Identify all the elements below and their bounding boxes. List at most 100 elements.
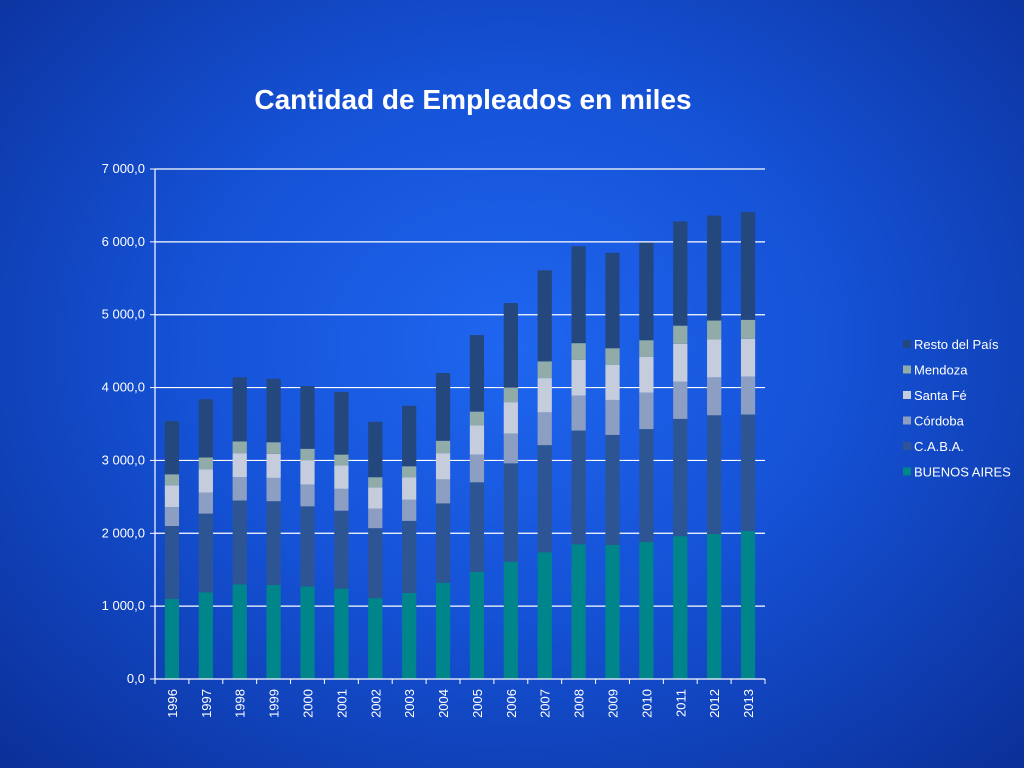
bar-segment-buenos-aires bbox=[537, 552, 552, 679]
bar-segment-cordoba bbox=[673, 381, 688, 419]
bars bbox=[164, 211, 756, 679]
x-tick-label: 2011 bbox=[673, 689, 688, 717]
bar-segment-c-a-b-a bbox=[334, 510, 349, 589]
bar-segment-buenos-aires bbox=[639, 542, 654, 679]
legend-swatch-buenos-aires bbox=[903, 467, 911, 476]
bar-segment-c-a-b-a bbox=[435, 503, 451, 583]
y-tick-label: 1 000,0 bbox=[102, 598, 145, 613]
bar-segment-cordoba bbox=[402, 499, 417, 521]
bar-segment-mendoza bbox=[266, 442, 281, 454]
bar-segment-santa-fe bbox=[605, 364, 620, 400]
bar-segment-c-a-b-a bbox=[707, 415, 722, 535]
bar-segment-cordoba bbox=[232, 477, 247, 501]
bar-segment-resto-del-pais bbox=[707, 215, 722, 321]
bar-segment-cordoba bbox=[300, 484, 315, 507]
y-tick-label: 3 000,0 bbox=[102, 452, 145, 467]
legend-swatch-resto-del-pais bbox=[903, 340, 911, 348]
bar-segment-mendoza bbox=[469, 411, 485, 426]
bar-segment-santa-fe bbox=[503, 402, 518, 434]
legend-label-resto-del-pais: Resto del País bbox=[914, 337, 999, 352]
bar-segment-c-a-b-a bbox=[673, 418, 688, 537]
bar-segment-buenos-aires bbox=[673, 536, 688, 679]
x-tick-label: 2006 bbox=[504, 689, 519, 718]
bar-segment-buenos-aires bbox=[740, 531, 756, 679]
bar-segment-santa-fe bbox=[164, 485, 180, 508]
bar-segment-santa-fe bbox=[300, 460, 315, 485]
bar-segment-mendoza bbox=[707, 320, 722, 340]
bar-segment-mendoza bbox=[198, 457, 213, 470]
bar-segment-buenos-aires bbox=[266, 585, 281, 679]
bar-segment-santa-fe bbox=[232, 453, 247, 478]
bar-segment-mendoza bbox=[740, 319, 756, 339]
bar-segment-resto-del-pais bbox=[164, 421, 180, 475]
bar-segment-cordoba bbox=[639, 392, 654, 430]
x-tick-label: 2009 bbox=[606, 689, 621, 718]
legend-swatch-santa-fe bbox=[903, 391, 911, 399]
bar-segment-cordoba bbox=[740, 376, 756, 415]
bar-segment-mendoza bbox=[368, 477, 383, 488]
bar-segment-c-a-b-a bbox=[571, 430, 586, 545]
bar-segment-santa-fe bbox=[571, 359, 586, 396]
legend-swatch-mendoza bbox=[903, 365, 911, 374]
bar-segment-mendoza bbox=[164, 474, 180, 486]
legend-label-mendoza: Mendoza bbox=[914, 363, 968, 378]
bar-segment-buenos-aires bbox=[435, 582, 451, 679]
bar-segment-c-a-b-a bbox=[266, 501, 281, 586]
x-tick-label: 2000 bbox=[301, 689, 316, 718]
bar-segment-c-a-b-a bbox=[402, 520, 417, 594]
bar-segment-resto-del-pais bbox=[469, 335, 485, 412]
bar-segment-santa-fe bbox=[707, 339, 722, 378]
chart-title: Cantidad de Empleados en miles bbox=[254, 84, 692, 115]
x-tick-label: 2007 bbox=[538, 689, 553, 718]
bar-segment-resto-del-pais bbox=[300, 386, 315, 449]
bar-segment-resto-del-pais bbox=[639, 242, 654, 341]
bar-segment-buenos-aires bbox=[164, 598, 180, 679]
legend: Resto del País Mendoza Santa Fé Córdoba C.A.… bbox=[903, 337, 1011, 480]
axes: 0,0 1 000,0 2 000,0 3 000,0 4 000,0 5 000,0 6 … bbox=[102, 161, 766, 718]
y-tick-label: 7 000,0 bbox=[102, 161, 145, 176]
y-tick-label: 4 000,0 bbox=[102, 380, 145, 395]
y-tick-label: 5 000,0 bbox=[102, 307, 145, 322]
bar-segment-buenos-aires bbox=[368, 598, 383, 679]
bar-segment-buenos-aires bbox=[198, 592, 213, 679]
bar-segment-santa-fe bbox=[740, 338, 756, 377]
bar-segment-c-a-b-a bbox=[469, 482, 485, 572]
bar-segment-cordoba bbox=[164, 507, 180, 526]
bar-segment-cordoba bbox=[503, 433, 518, 464]
y-tick-label: 2 000,0 bbox=[102, 525, 145, 540]
x-tick-label: 2010 bbox=[639, 689, 654, 718]
bar-segment-cordoba bbox=[334, 488, 349, 511]
bar-segment-santa-fe bbox=[639, 356, 654, 393]
bar-segment-buenos-aires bbox=[571, 544, 586, 679]
bar-segment-mendoza bbox=[673, 325, 688, 344]
bar-segment-cordoba bbox=[198, 492, 213, 514]
bar-segment-resto-del-pais bbox=[503, 303, 518, 388]
legend-label-buenos-aires: BUENOS AIRES bbox=[914, 465, 1011, 480]
x-tick-label: 2005 bbox=[470, 689, 485, 718]
bar-segment-resto-del-pais bbox=[198, 399, 213, 458]
bar-segment-mendoza bbox=[537, 361, 552, 379]
bar-segment-c-a-b-a bbox=[639, 429, 654, 543]
y-tick-label: 0,0 bbox=[127, 671, 145, 686]
x-tick-label: 1996 bbox=[165, 689, 180, 718]
bar-segment-resto-del-pais bbox=[537, 270, 552, 362]
bar-segment-cordoba bbox=[605, 399, 620, 435]
bar-segment-santa-fe bbox=[435, 453, 451, 480]
bar-segment-resto-del-pais bbox=[232, 377, 247, 442]
bar-segment-resto-del-pais bbox=[740, 211, 756, 320]
bar-segment-cordoba bbox=[707, 377, 722, 416]
bar-segment-santa-fe bbox=[198, 469, 213, 493]
legend-swatch-cordoba bbox=[903, 416, 911, 425]
bar-segment-c-a-b-a bbox=[300, 506, 315, 587]
bar-segment-mendoza bbox=[503, 387, 518, 403]
bar-segment-c-a-b-a bbox=[605, 434, 620, 545]
y-tick-label: 6 000,0 bbox=[102, 234, 145, 249]
x-tick-label: 2001 bbox=[334, 689, 349, 718]
bar-segment-c-a-b-a bbox=[164, 526, 180, 599]
bar-segment-cordoba bbox=[537, 412, 552, 446]
x-tick-label: 2003 bbox=[402, 689, 417, 718]
bar-segment-c-a-b-a bbox=[503, 463, 518, 562]
x-tick-label: 2002 bbox=[368, 689, 383, 718]
bar-segment-buenos-aires bbox=[605, 544, 620, 679]
